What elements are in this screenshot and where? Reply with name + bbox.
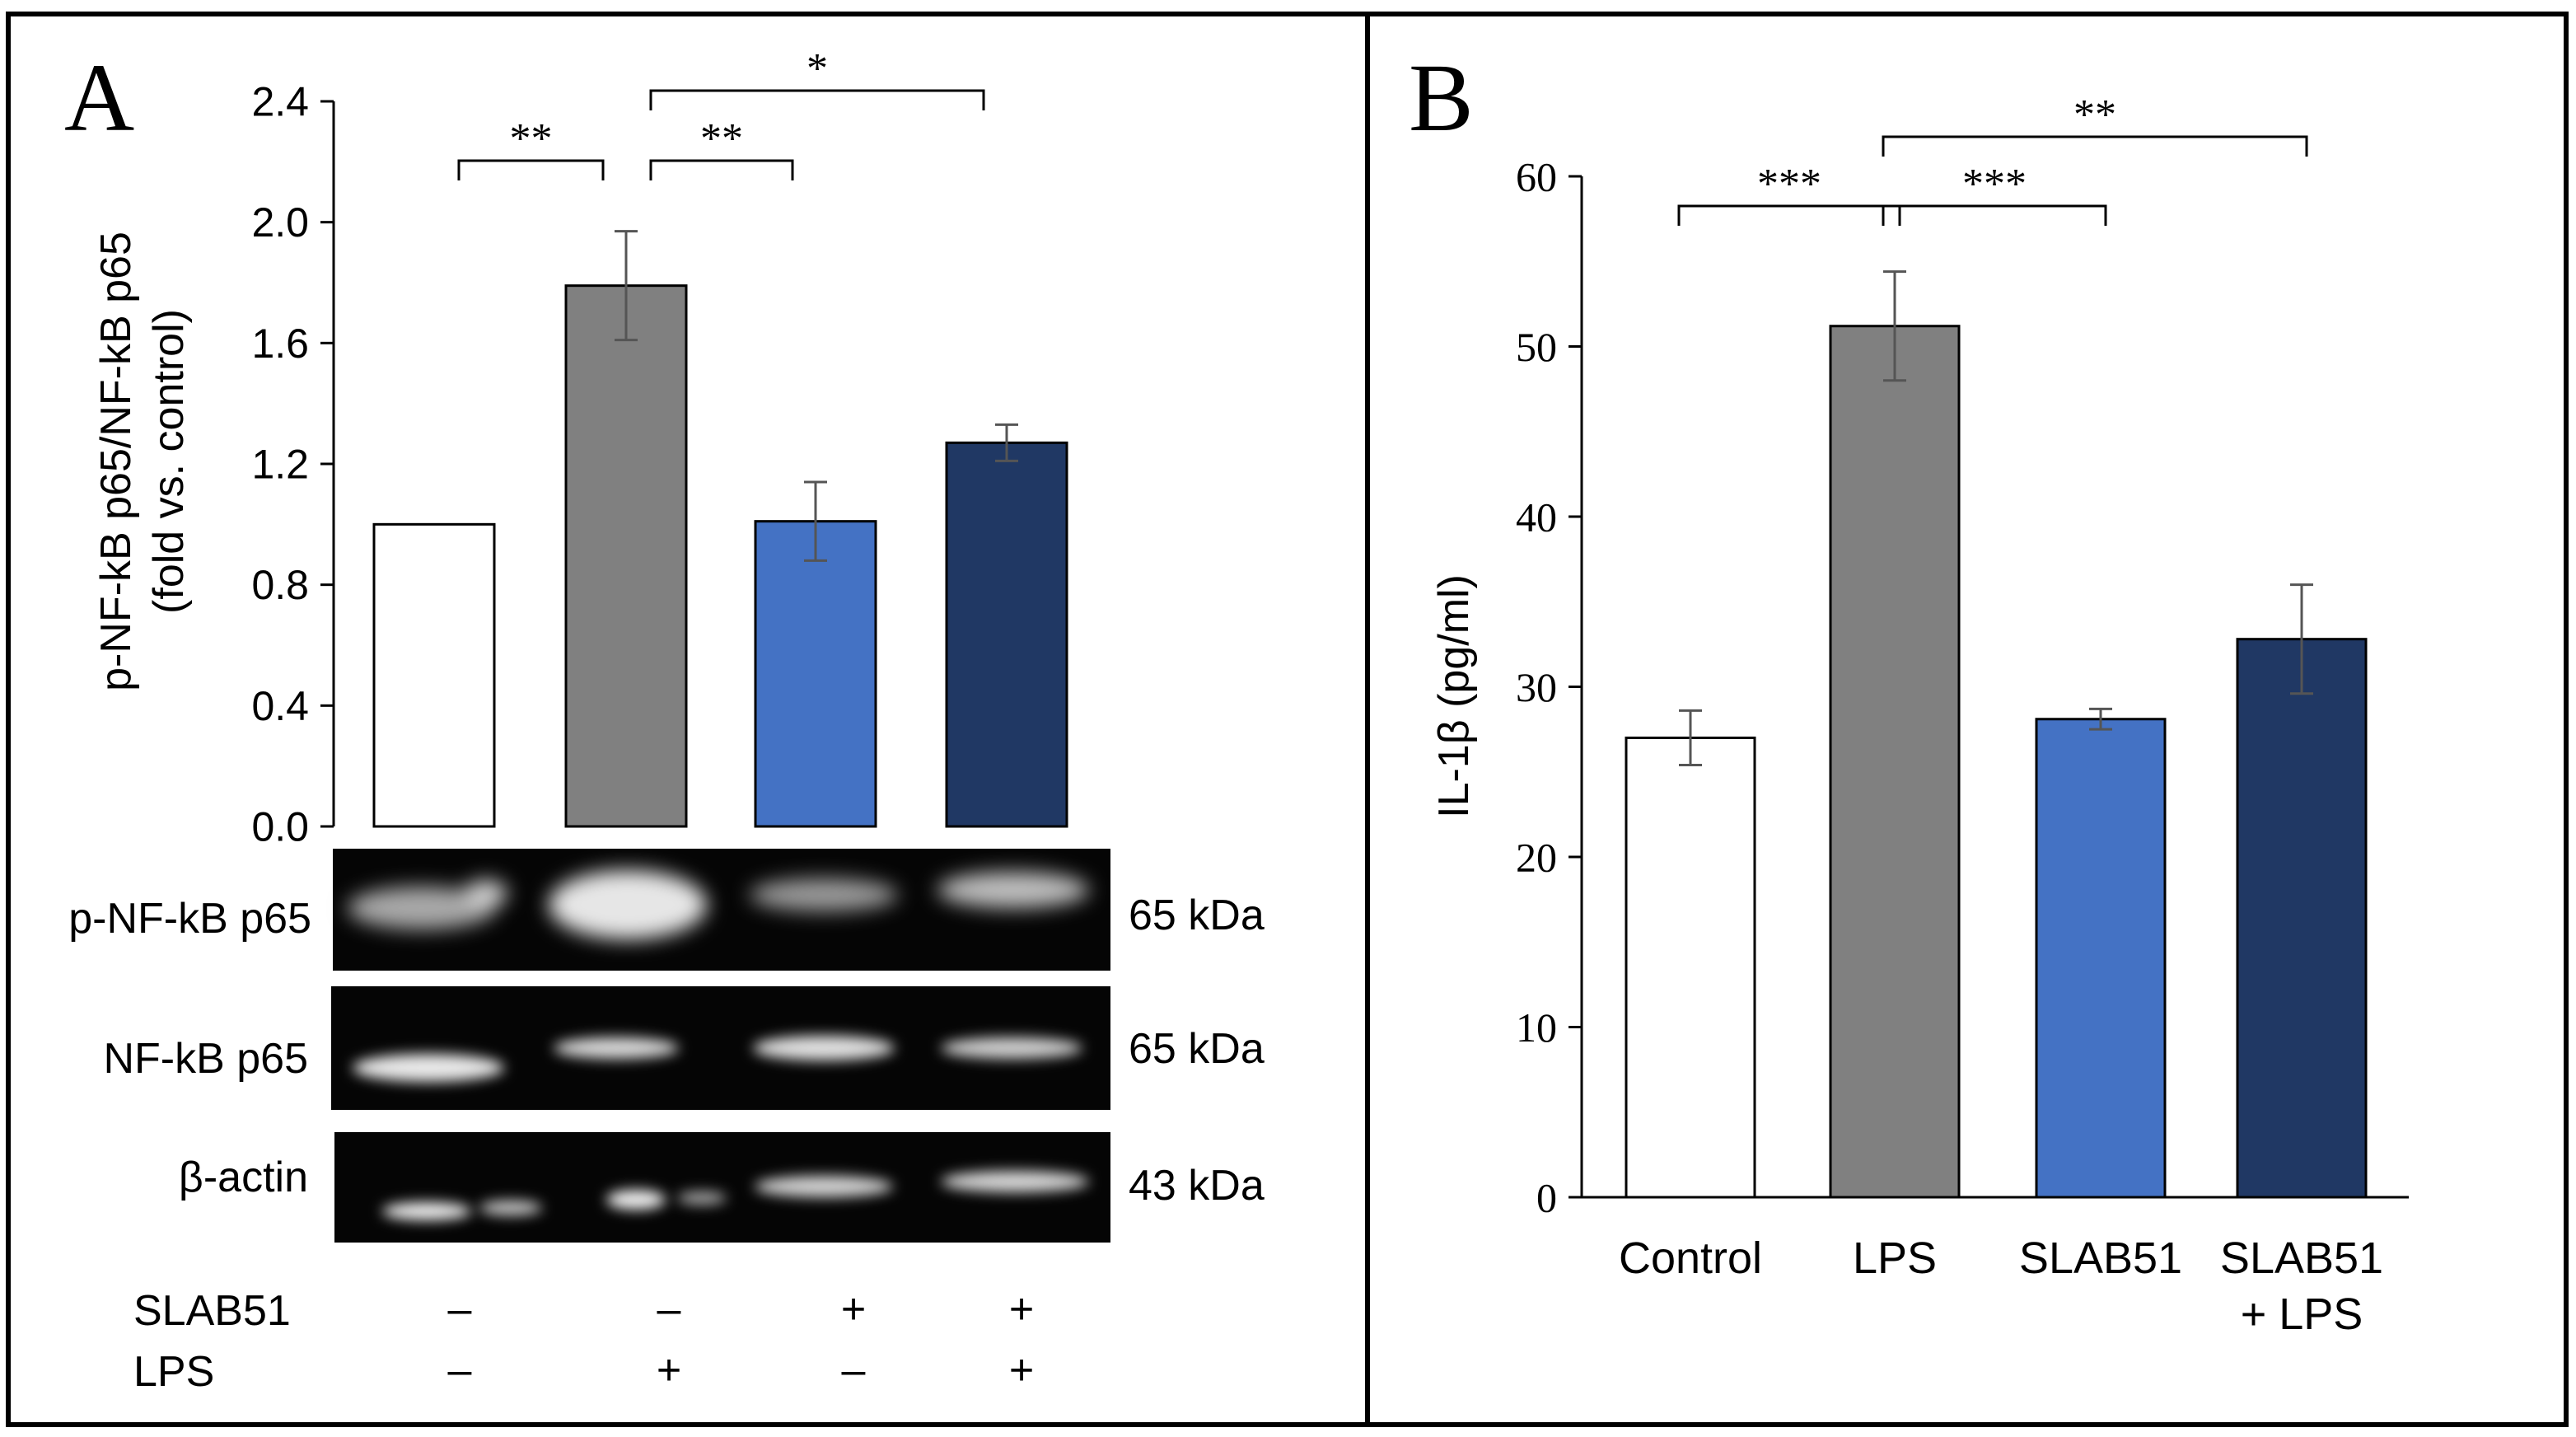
panel-a-label: A: [64, 44, 134, 152]
panel-a-significance: ** ***: [457, 45, 985, 180]
treatment-label-lps: LPS: [133, 1348, 214, 1396]
blot-band: [382, 1202, 471, 1220]
panel-b-error-bars: [1679, 270, 2313, 766]
treatment-sign: –: [448, 1346, 472, 1394]
significance-bracket: [1677, 204, 1901, 226]
treatment-label-slab51: SLAB51: [133, 1287, 291, 1335]
bar: [754, 520, 877, 828]
y-tick-label: 10: [1516, 1004, 1557, 1051]
significance-label: *: [806, 45, 828, 92]
panel-b-x-tick-labels: Control LPS SLAB51 SLAB51 + LPS: [1619, 1233, 2383, 1339]
bar: [2035, 718, 2167, 1199]
y-tick-label: 30: [1516, 664, 1557, 710]
blot-band: [353, 1054, 504, 1082]
panel-b-border: [1365, 12, 2569, 1427]
x-tick-label: LPS: [1853, 1233, 1937, 1283]
bar: [1625, 736, 1756, 1199]
blot-band: [755, 1176, 893, 1197]
blot-band: [606, 1190, 666, 1210]
panel-b-y-axis-ticks: 0 10 20 30 40 50 60: [1516, 154, 1582, 1221]
blot-band: [941, 1171, 1089, 1192]
x-tick-label: SLAB51: [2220, 1233, 2383, 1283]
blot-label-p-nfkb-p65: p-NF-kB p65: [68, 895, 311, 943]
treatment-sign: +: [657, 1346, 681, 1394]
significance-bracket: [457, 159, 605, 180]
significance-label: **: [2073, 91, 2116, 138]
blot-label-nfkb-p65: NF-kB p65: [103, 1035, 308, 1083]
blot-band: [937, 872, 1089, 908]
y-tick-label: 2.0: [251, 199, 309, 246]
blot-p-nfkb-p65: [333, 849, 1110, 971]
blot-beta-actin: [334, 1132, 1110, 1243]
blot-size-p-nfkb-p65: 65 kDa: [1129, 892, 1265, 939]
treatment-sign: –: [448, 1285, 472, 1333]
y-tick-label: 0.0: [251, 804, 309, 850]
treatment-sign: +: [1009, 1285, 1034, 1333]
blot-nfkb-p65: [331, 986, 1110, 1110]
panel-a-error-bars: [615, 230, 1018, 562]
y-tick-label: 20: [1516, 835, 1557, 881]
panel-b-ylabel: IL-1β (pg/ml): [1430, 574, 1478, 818]
western-blots: p-NF-kB p65 NF-kB p65 β-actin 65 kDa 65 …: [68, 849, 1265, 1243]
x-tick-label: + LPS: [2241, 1290, 2363, 1339]
blot-label-beta-actin: β-actin: [179, 1154, 308, 1201]
blot-band: [479, 1201, 542, 1215]
blot-band: [549, 870, 707, 939]
significance-bracket: [649, 159, 794, 180]
panel-a-ylabel-line1: p-NF-kB p65/NF-kB p65: [92, 232, 140, 691]
y-tick-label: 0: [1536, 1175, 1557, 1221]
treatment-sign: –: [842, 1346, 866, 1394]
blot-band: [753, 1036, 895, 1060]
blot-band: [750, 878, 898, 911]
y-tick-label: 2.4: [251, 79, 309, 125]
y-tick-label: 50: [1516, 324, 1557, 370]
significance-label: ***: [1962, 161, 2027, 208]
blot-band: [554, 1037, 679, 1059]
panel-b-label: B: [1409, 44, 1474, 152]
bar: [945, 441, 1068, 828]
significance-label: **: [700, 115, 743, 162]
treatment-sign: +: [841, 1285, 866, 1333]
y-tick-label: 0.8: [251, 562, 309, 608]
panel-b-bars: [1625, 325, 2368, 1199]
y-tick-label: 0.4: [251, 683, 309, 729]
y-tick-label: 60: [1516, 154, 1557, 200]
panel-a-ylabel-line2: (fold vs. control): [145, 309, 193, 614]
significance-bracket: [1882, 204, 2107, 226]
blot-band: [465, 880, 507, 906]
blot-size-nfkb-p65: 65 kDa: [1129, 1025, 1265, 1073]
panel-a: A 0.00.40.81.21.62.02.4 ** *** p-NF-kB p6…: [64, 44, 1265, 1396]
treatment-sign: –: [657, 1285, 681, 1333]
significance-label: ***: [1757, 161, 1821, 208]
panel-b-significance: *** *****: [1677, 91, 2308, 226]
bar: [564, 284, 688, 828]
bar: [372, 522, 496, 828]
blot-size-beta-actin: 43 kDa: [1129, 1162, 1265, 1210]
panel-a-y-axis-ticks: 0.0 0.4 0.8 1.2 1.6 2.0 2.4: [251, 79, 334, 850]
blot-band: [941, 1037, 1082, 1059]
significance-label: **: [510, 115, 553, 162]
y-tick-label: 1.2: [251, 442, 309, 488]
significance-bracket: [649, 89, 985, 110]
significance-bracket: [1882, 135, 2308, 157]
y-tick-label: 40: [1516, 494, 1557, 541]
x-tick-label: Control: [1619, 1233, 1762, 1283]
bar: [2236, 638, 2368, 1199]
treatment-table: SLAB51 LPS – – + + – + – +: [133, 1285, 1034, 1396]
panel-a-chart: 0.00.40.81.21.62.02.4 ** *** p-NF-kB p65/…: [92, 45, 1068, 850]
x-tick-label: SLAB51: [2019, 1233, 2182, 1283]
panel-a-bars: [372, 284, 1068, 828]
bar: [1829, 325, 1961, 1199]
treatment-sign: +: [1009, 1346, 1034, 1394]
y-tick-label: 1.6: [251, 321, 309, 367]
blot-band: [348, 887, 496, 929]
blot-band: [677, 1191, 727, 1205]
